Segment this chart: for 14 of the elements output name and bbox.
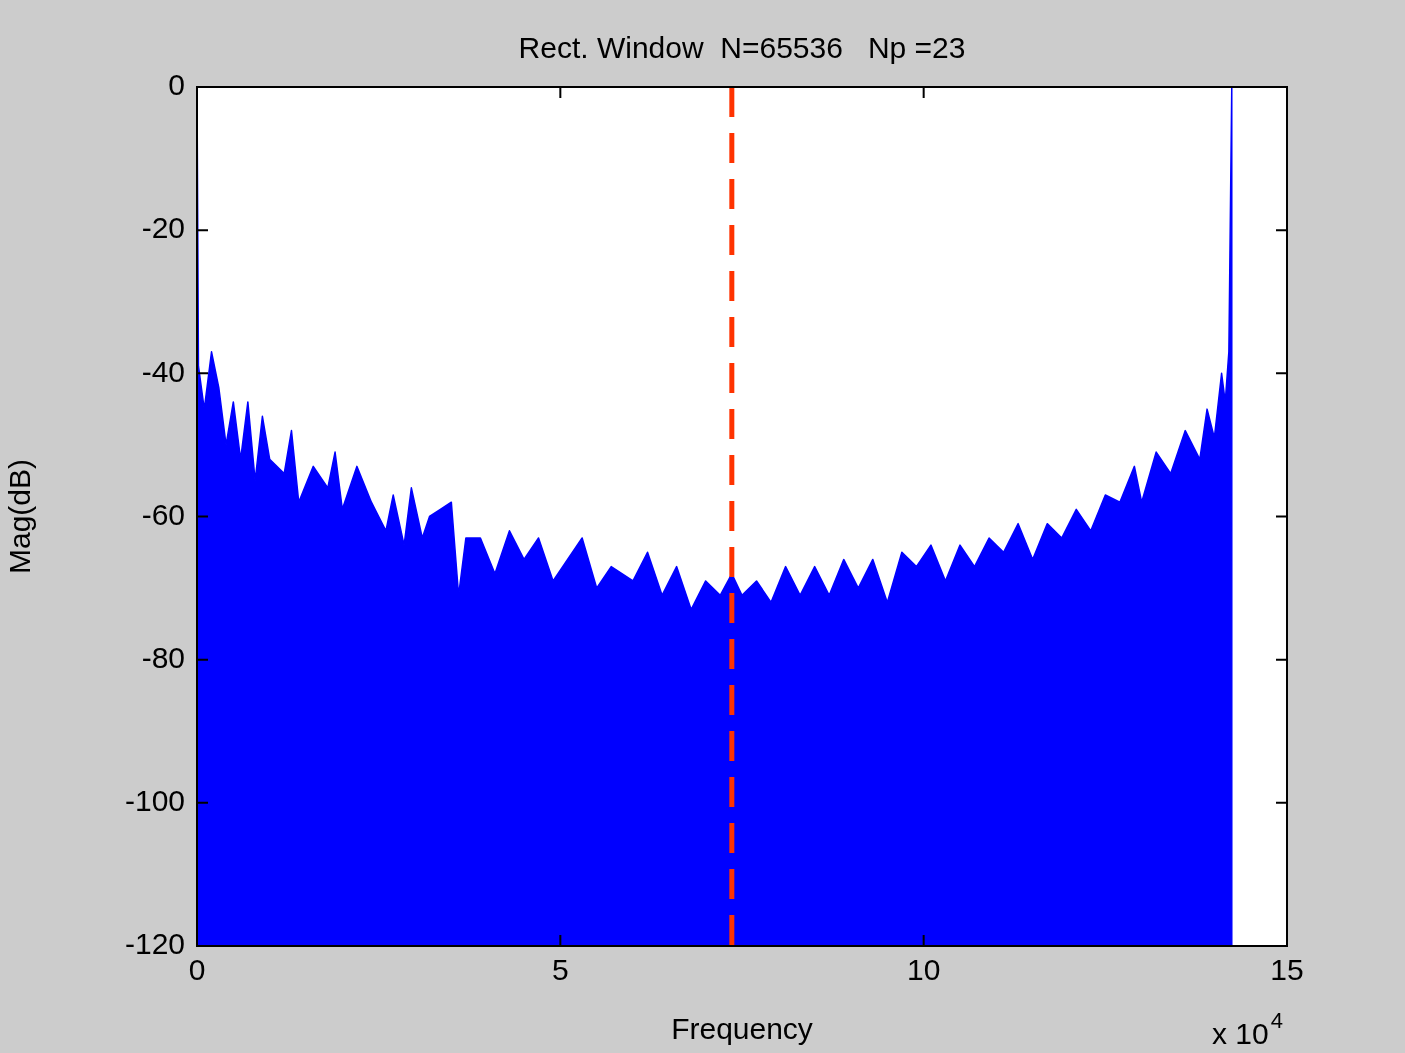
x-axis-title: Frequency bbox=[671, 1012, 813, 1046]
y-tick-label: -60 bbox=[141, 497, 185, 531]
y-axis-title: Mag(dB) bbox=[3, 458, 37, 575]
x-tick-label: 5 bbox=[551, 953, 569, 987]
y-tick-label: -100 bbox=[124, 784, 185, 818]
chart-title: Rect. Window N=65536 Np =23 bbox=[518, 31, 966, 64]
y-tick-label: -40 bbox=[141, 354, 185, 388]
y-tick-label: -120 bbox=[124, 927, 185, 961]
y-tick-label: 0 bbox=[168, 68, 185, 102]
x-tick-label: 0 bbox=[188, 953, 206, 987]
x-tick-label: 10 bbox=[906, 953, 941, 987]
y-tick-label: -80 bbox=[141, 640, 185, 674]
y-tick-label: -20 bbox=[141, 211, 185, 245]
x-tick-label: 15 bbox=[1270, 953, 1304, 987]
